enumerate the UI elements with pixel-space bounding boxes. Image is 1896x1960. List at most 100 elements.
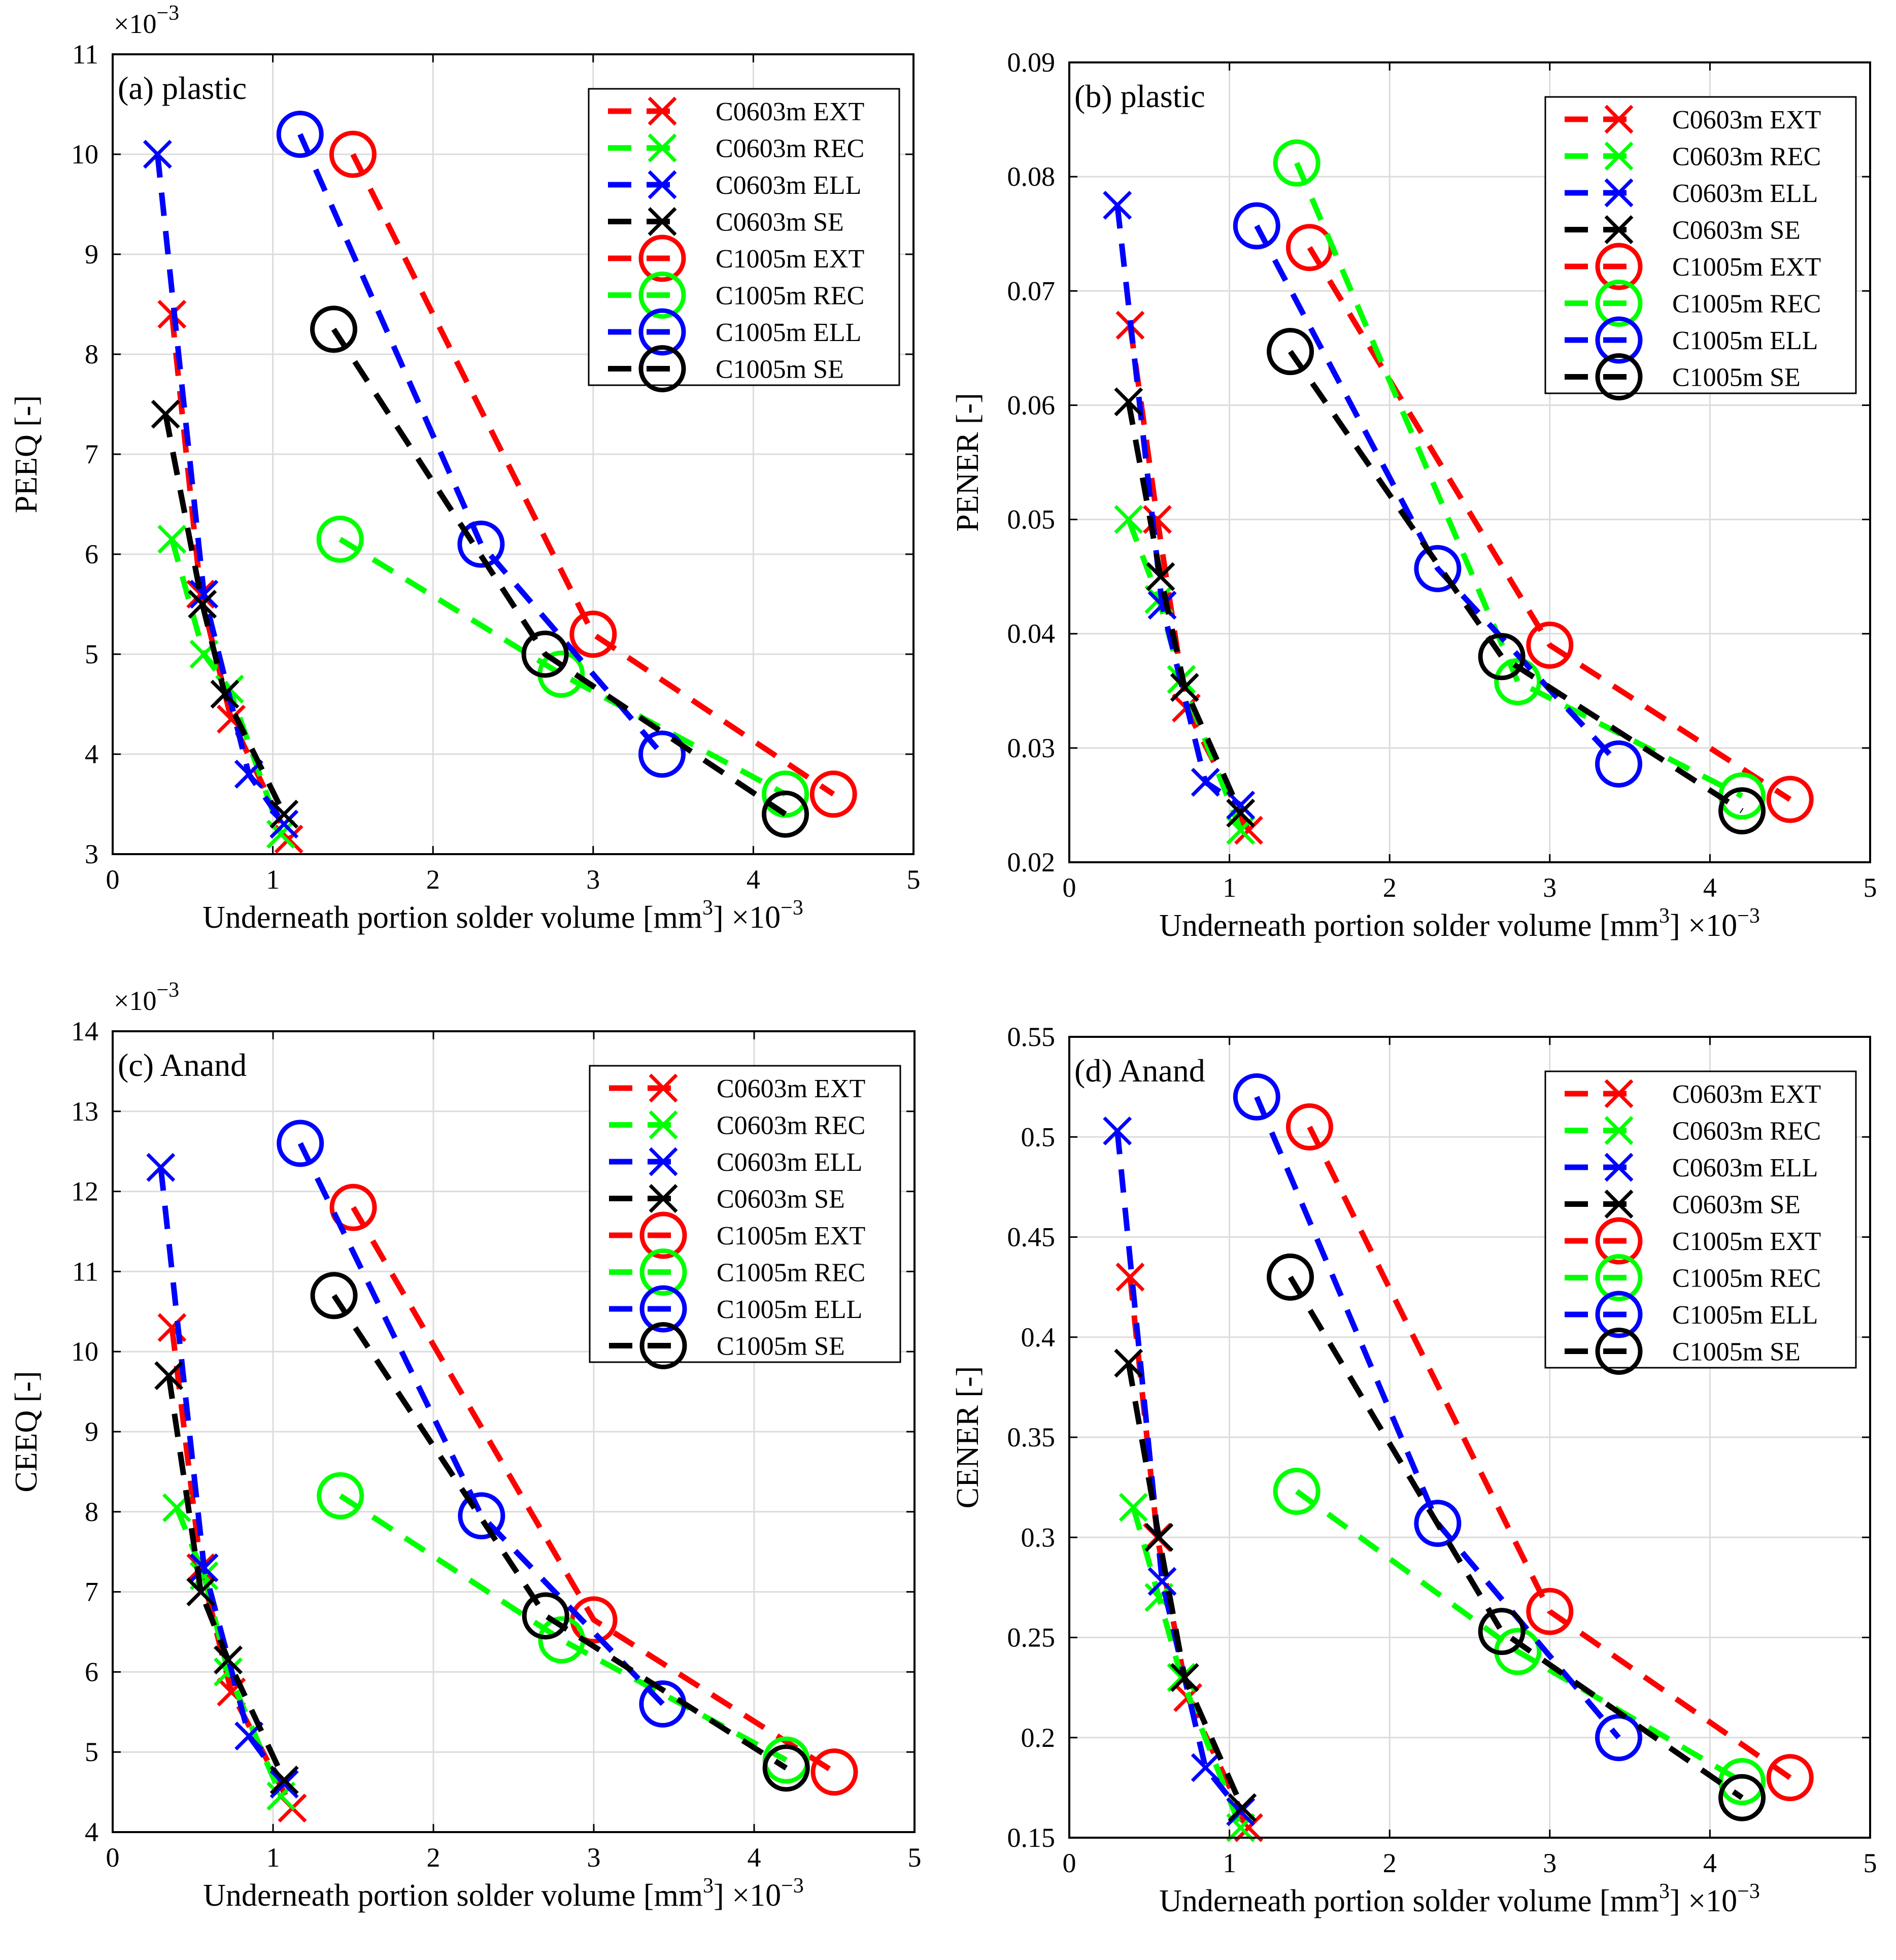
legend-entry: C0603m EXT [1565,1079,1821,1109]
series-line [1295,1489,1744,1784]
legend-marker [1604,178,1634,208]
series-c1005_se [1267,328,1766,835]
legend-entry: C0603m SE [1565,1190,1801,1220]
series-c1005_se [1267,1253,1766,1821]
legend-marker [639,1322,687,1369]
legend-marker [638,308,686,356]
data-point [1478,633,1526,681]
legend-label: C0603m EXT [1672,106,1821,134]
x-tick-label: 4 [747,864,760,895]
legend-entry: C1005m REC [609,1248,865,1296]
panel-title: (a) plastic [118,70,247,106]
x-tick-label: 4 [748,1842,761,1873]
legend-marker [1604,215,1634,244]
data-point [1191,1753,1220,1782]
legend-marker [639,1248,687,1296]
legend-entry: C1005m ELL [1565,1291,1818,1338]
y-tick-label: 11 [72,39,98,70]
y-tick-label: 0.08 [1007,161,1056,192]
y-tick-label: 0.45 [1007,1222,1056,1253]
data-point [1170,673,1199,702]
data-point [1267,328,1314,376]
y-tick-label: 9 [85,1416,98,1447]
legend-marker [1595,280,1643,327]
legend-marker [638,234,686,282]
y-tick-label: 6 [85,539,98,569]
series-line [297,133,664,756]
legend-label: C0603m ELL [1672,1154,1818,1182]
legend: C0603m EXT C0603m REC C0603m ELL C0603m SE C… [1544,1070,1857,1375]
data-point [1226,790,1256,820]
x-tick-label: 0 [1063,1848,1076,1878]
y-tick-label: 0.09 [1007,47,1056,78]
series-c0603_se [151,399,299,829]
legend-entry: C0603m EXT [1565,105,1821,134]
data-point [186,1577,216,1607]
legend-label: C0603m ELL [717,1148,862,1177]
series-line [338,536,787,797]
data-point [1273,139,1321,187]
data-point [210,680,240,709]
legend-entry: C0603m SE [1565,215,1801,245]
legend-entry: C1005m ELL [1565,316,1818,364]
legend-label: C0603m EXT [717,1074,865,1103]
y-axis-label: CENER [-] [951,1366,985,1509]
y-tick-label: 0.15 [1007,1822,1056,1853]
data-point [1226,798,1256,828]
y-axis-multiplier: ×10−3 [114,978,179,1016]
legend-label: C1005m SE [1672,1338,1801,1367]
data-point [1170,1663,1199,1692]
series-line [154,154,287,826]
legend-entry: C1005m EXT [1565,243,1821,290]
series-line [1288,1275,1744,1800]
legend-label: C1005m ELL [1672,326,1818,355]
legend-label: C1005m ELL [1672,1301,1818,1330]
x-tick-label: 3 [1543,872,1556,903]
legend-label: C1005m SE [716,355,844,384]
data-point [186,1553,216,1582]
data-point [1114,1348,1143,1378]
legend-marker [1595,1217,1643,1265]
data-point [1267,1253,1314,1301]
legend-entry: C1005m SE [1565,1328,1801,1375]
axes-box [112,53,915,855]
data-point [1478,1608,1526,1655]
legend-marker [638,272,686,319]
series-c1005_ell [277,1120,687,1728]
data-point [809,770,857,818]
data-point [810,1748,858,1796]
data-point [762,770,809,818]
data-point [329,1184,377,1231]
legend-marker [1604,1116,1634,1145]
x-tick-label: 2 [427,1842,441,1873]
x-tick-label: 0 [106,1842,120,1873]
chart-panel-2: 0 1 2 3 4 5 0.02 0.03 0.04 0.05 0.06 0.07 0.08 0.09 (b… [951,47,1877,943]
panel-title: (b) plastic [1074,78,1205,114]
data-point [186,580,216,609]
data-point [1595,1714,1643,1762]
legend-entry: C0603m REC [608,133,864,163]
y-tick-label: 9 [85,239,98,269]
data-point [1273,1468,1321,1515]
y-tick-label: 8 [85,339,98,369]
x-tick-label: 3 [586,864,600,895]
x-axis-label: Underneath portion solder volume [mm3] ×… [202,896,803,935]
series-line [1288,350,1744,814]
series-line [331,1294,788,1771]
data-point [458,1492,505,1540]
data-point [269,1769,299,1799]
data-point [1191,767,1220,797]
data-point [151,399,180,429]
data-point [269,809,299,839]
legend-label: C0603m SE [717,1185,845,1214]
data-point [1766,775,1814,823]
x-tick-label: 5 [1864,872,1877,903]
data-point [1526,621,1574,669]
data-point [188,590,217,619]
legend-marker [1604,1079,1634,1108]
y-tick-label: 0.07 [1007,276,1056,306]
legend-label: C1005m SE [717,1332,845,1361]
data-point [1103,1116,1132,1145]
